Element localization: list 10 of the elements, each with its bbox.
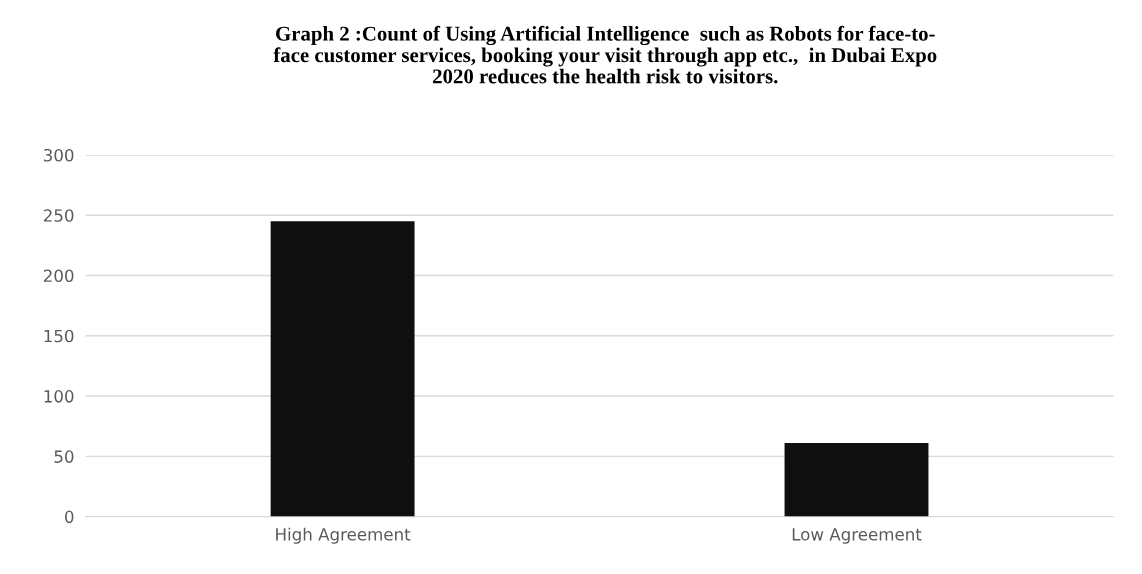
y-tick-label: 150 — [44, 329, 74, 343]
chart-title: Graph 2 :Count of Using Artificial Intelligence such as Robots for face-to- face customer services, booking your visit through app etc., in Dubai Expo 2020 reduces the health risk to visitors. — [273, 25, 937, 84]
y-tick-label: 100 — [44, 390, 74, 403]
y-tick-label: 250 — [43, 209, 74, 222]
y-tick-label: 0 — [65, 510, 74, 524]
x-tick-label: High Agreement — [276, 527, 411, 544]
y-tick-label: 200 — [43, 269, 74, 283]
x-tick-label: Low Agreement — [792, 528, 922, 544]
y-tick-label: 300 — [44, 148, 74, 162]
y-tick-label: 50 — [54, 450, 74, 463]
